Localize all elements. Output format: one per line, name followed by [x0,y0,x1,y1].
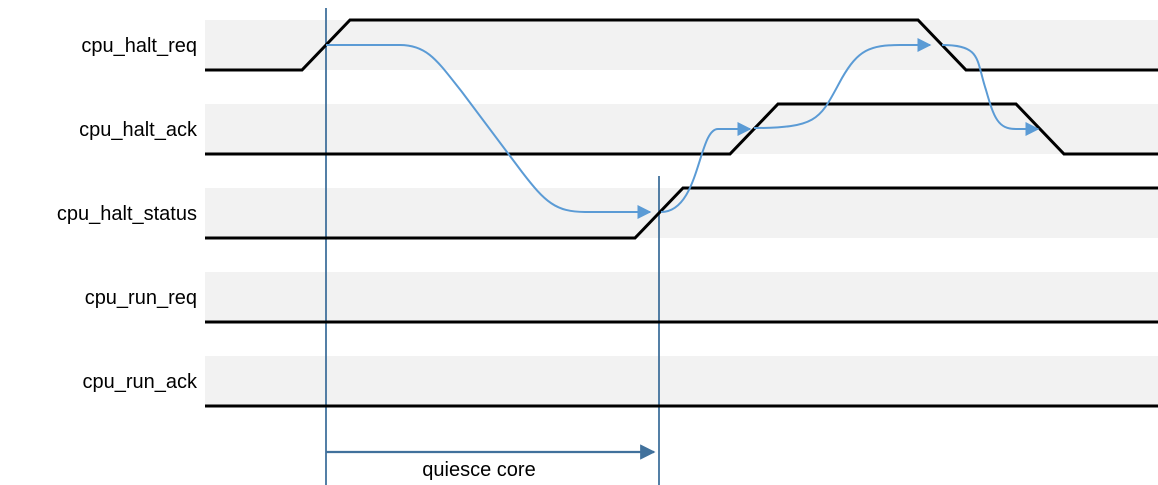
arrow-halt-ack-to-halt-req [753,38,932,129]
lane-bg-run-ack [205,356,1158,406]
arrow-halt-req-to-halt-ack [941,44,1040,136]
lane-backgrounds [205,20,1158,406]
signal-labels: cpu_halt_req cpu_halt_ack cpu_halt_statu… [57,35,198,393]
signal-label-run-req: cpu_run_req [85,287,197,309]
waveform-halt-status [205,186,1158,240]
signal-label-halt-req: cpu_halt_req [81,35,197,57]
waveforms [205,18,1158,408]
signal-label-halt-status: cpu_halt_status [57,203,197,225]
lane-bg-halt-ack [205,104,1158,154]
signal-label-halt-ack: cpu_halt_ack [79,119,198,141]
span-annotation: quiesce core [326,444,656,481]
causality-arrows [326,38,1040,219]
lane-bg-run-req [205,272,1158,322]
arrow-status-to-halt-ack [660,122,752,213]
signal-label-run-ack: cpu_run_ack [82,371,198,393]
lane-bg-halt-status [205,188,1158,238]
waveform-halt-ack [205,102,1158,156]
waveform-halt-req [205,18,1158,72]
arrow-halt-req-to-status [326,44,652,219]
span-label: quiesce core [422,459,535,481]
